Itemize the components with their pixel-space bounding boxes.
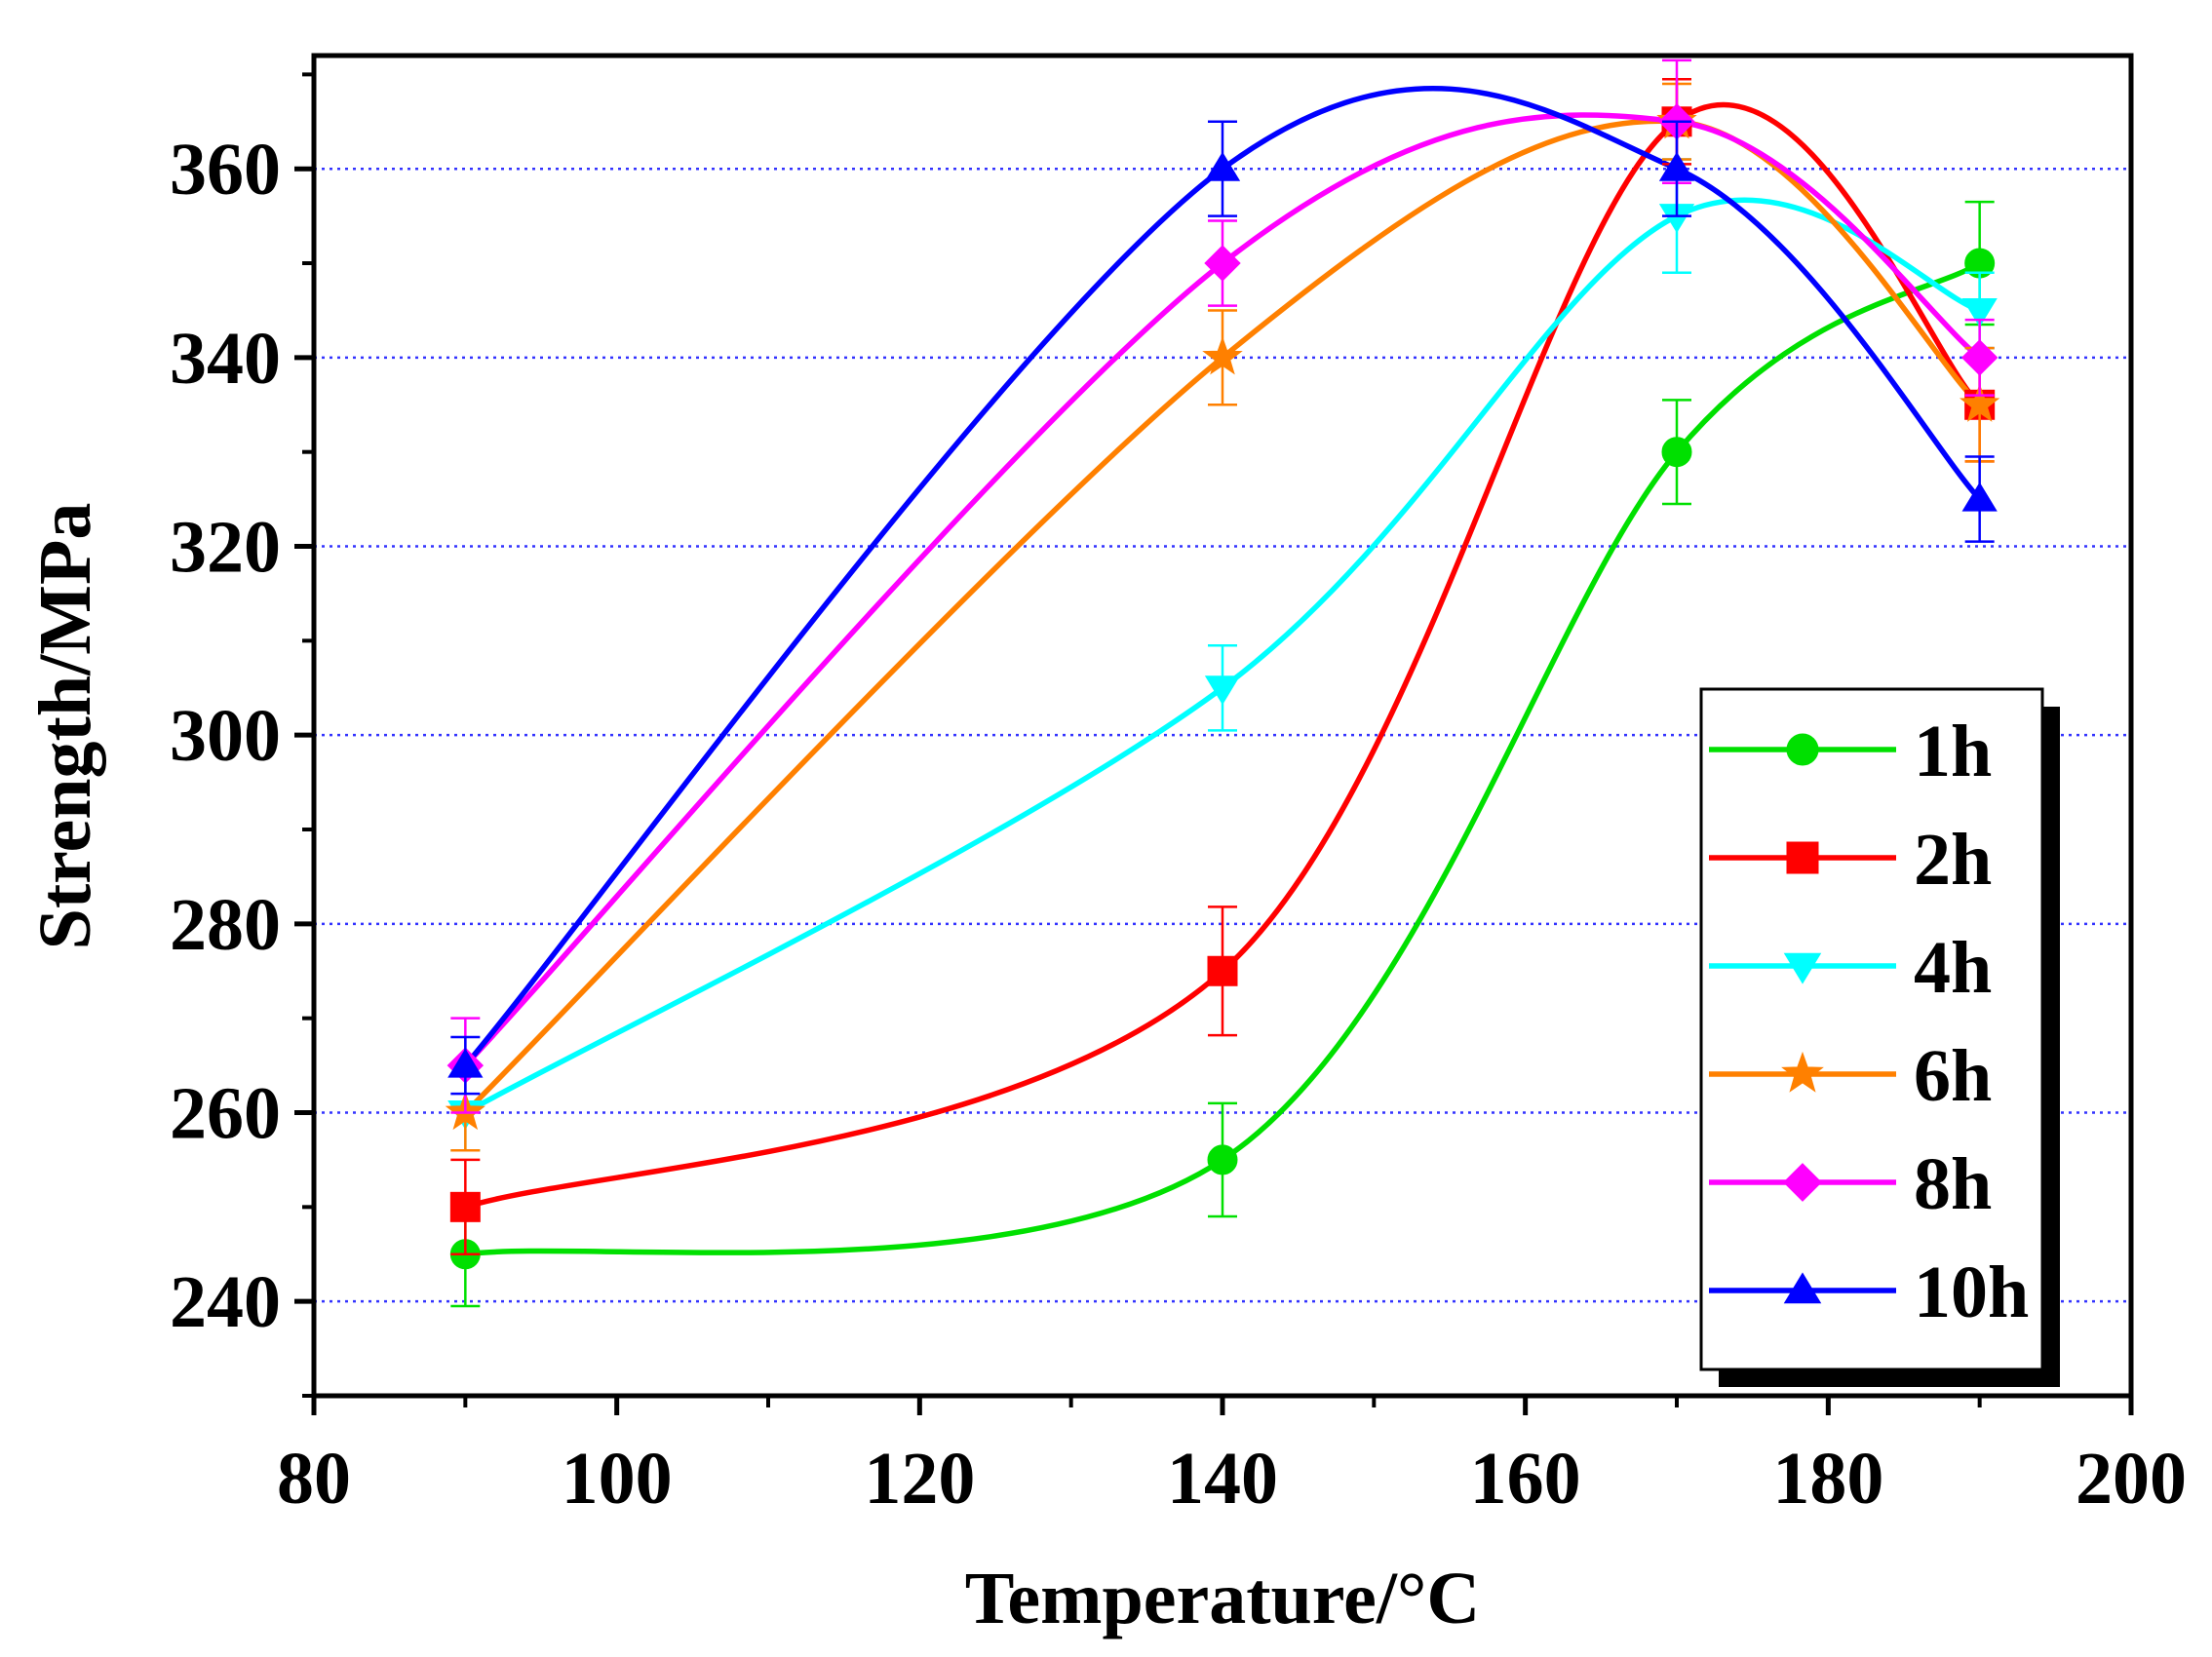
data-point-2h-140 [1207, 955, 1238, 986]
legend-label-4h: 4h [1914, 927, 1992, 1009]
y-tick-label-260: 260 [170, 1073, 281, 1155]
legend-marker-10h [1783, 1272, 1822, 1304]
series-line-2h [464, 101, 1982, 1210]
data-point-4h-140 [1204, 675, 1241, 706]
data-point-6h-190 [1959, 383, 2000, 422]
y-tick-label-240: 240 [170, 1261, 281, 1343]
data-point-4h-190 [1961, 297, 1998, 328]
series-line-4h [463, 197, 1981, 1115]
x-tick-label-100: 100 [562, 1438, 673, 1520]
data-point-8h-190 [1960, 339, 1999, 376]
legend-marker-6h [1781, 1051, 1824, 1093]
x-tick-label-200: 200 [2076, 1438, 2187, 1520]
y-tick-label-280: 280 [170, 884, 281, 966]
legend-label-1h: 1h [1914, 711, 1992, 792]
data-point-10h-90 [447, 1048, 484, 1078]
legend: 1h 2h 4h 6h 8h 10h [1699, 687, 2060, 1387]
y-tick-label-300: 300 [170, 695, 281, 777]
legend-marker-1h [1786, 733, 1819, 766]
series-markers [445, 58, 2000, 1308]
legend-label-2h: 2h [1914, 819, 1992, 901]
legend-marker-4h [1783, 952, 1822, 984]
y-axis-title: Strength/MPa [24, 503, 106, 950]
data-point-10h-140 [1204, 151, 1241, 181]
series-line-1h [464, 260, 1982, 1257]
series-lines [463, 86, 1982, 1257]
data-point-2h-90 [449, 1191, 481, 1222]
legend-label-10h: 10h [1914, 1252, 2029, 1333]
data-point-10h-170 [1658, 151, 1695, 181]
x-tick-label-120: 120 [864, 1438, 975, 1520]
y-tick-label-360: 360 [170, 129, 281, 211]
series-line-6h [463, 118, 1982, 1115]
y-tick-label-340: 340 [170, 318, 281, 400]
x-axis-title: Temperature/°C [965, 1558, 1481, 1639]
legend-label-8h: 8h [1914, 1143, 1992, 1225]
legend-label-6h: 6h [1914, 1035, 1992, 1117]
axis-ticks: 80 100 120 140 160 180 200 240 260 280 300 320 340 36… [170, 72, 2187, 1520]
data-point-1h-140 [1207, 1144, 1238, 1175]
x-tick-label-80: 80 [277, 1438, 351, 1520]
x-tick-label-140: 140 [1167, 1438, 1278, 1520]
data-point-8h-140 [1204, 245, 1241, 282]
legend-marker-2h [1786, 841, 1819, 874]
data-point-10h-190 [1961, 482, 1998, 512]
data-point-6h-140 [1202, 336, 1243, 375]
series-line-8h [463, 112, 1982, 1067]
x-tick-label-180: 180 [1772, 1438, 1883, 1520]
series-line-10h [463, 86, 1982, 1067]
legend-box [1699, 687, 2044, 1371]
legend-marker-8h [1783, 1163, 1822, 1202]
x-tick-label-160: 160 [1470, 1438, 1581, 1520]
y-tick-label-320: 320 [170, 507, 281, 589]
data-point-1h-170 [1661, 437, 1692, 468]
